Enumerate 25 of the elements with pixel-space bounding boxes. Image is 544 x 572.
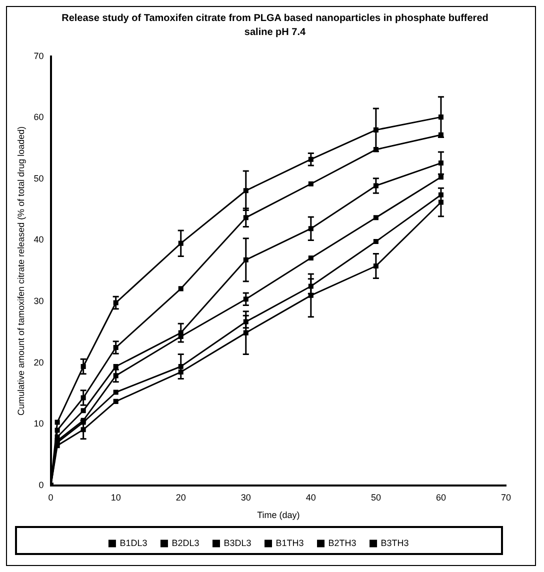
legend-label: B3TH3 [380, 538, 409, 548]
x-tick-label: 60 [436, 492, 446, 502]
x-tick-label: 0 [48, 492, 54, 502]
y-tick-label: 70 [34, 50, 44, 61]
chart-title: Release study of Tamoxifen citrate from PLGA based nanoparticles in phosphate buffered saline pH 7.4 [60, 12, 490, 40]
legend-label: B3DL3 [224, 538, 252, 548]
x-axis-title: Time (day) [257, 510, 300, 520]
x-tick-label: 50 [370, 492, 381, 502]
x-tick-label: 10 [110, 492, 121, 502]
x-tick-label: 40 [306, 492, 316, 502]
legend-label: B1TH3 [276, 538, 304, 548]
legend-label: B2TH3 [328, 538, 356, 548]
y-tick-label: 60 [34, 112, 44, 122]
y-tick-label: 20 [34, 357, 44, 368]
legend-label: B1DL3 [120, 538, 148, 548]
y-tick-label: 10 [34, 418, 44, 429]
y-tick-label: 50 [34, 173, 44, 184]
x-tick-label: 20 [176, 492, 186, 502]
x-tick-label: 70 [500, 492, 512, 502]
y-axis-title: Cumulative amount of tamoxifen citrate released (% of total drug loaded) [16, 126, 26, 416]
y-tick-label: 40 [34, 234, 44, 245]
y-tick-label: 30 [34, 296, 44, 306]
legend-label: B2DL3 [172, 538, 200, 548]
y-tick-label: 0 [38, 480, 44, 490]
x-tick-label: 30 [240, 492, 251, 502]
